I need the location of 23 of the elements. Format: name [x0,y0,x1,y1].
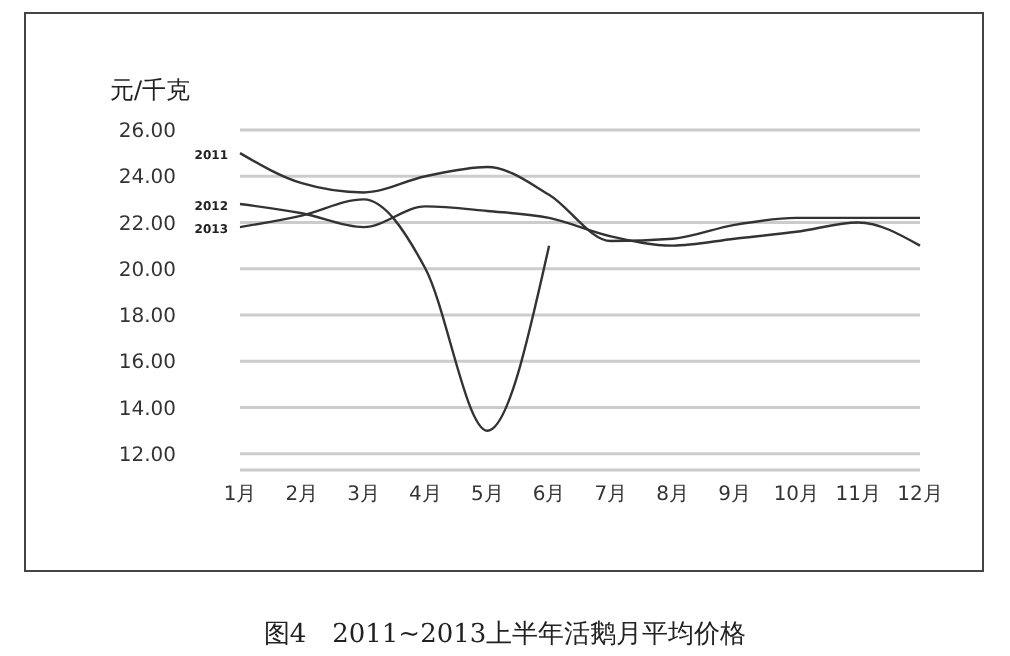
y-tick-label: 24.00 [118,167,176,190]
y-tick-label: 12.00 [118,444,176,467]
x-tick-label: 3月 [347,484,381,507]
x-tick-label: 10月 [773,484,820,507]
y-tick-label: 16.00 [118,352,176,375]
text: 图4 2011~2013上半年活鹅月平均价格 [261,618,749,652]
y-tick-label: 22.00 [118,213,176,236]
x-tick-label: 12月 [897,484,943,507]
x-tick-label: 4月 [409,484,442,507]
y-tick-label: 26.00 [118,121,176,144]
x-tick-label: 5月 [470,484,504,507]
x-tick-label: 7月 [594,484,628,507]
x-tick-label: 8月 [656,484,690,507]
y-tick-label: 20.00 [118,259,176,282]
y-tick-label: 18.00 [118,306,176,329]
line-series [238,151,922,243]
x-tick-label: 1月 [223,484,257,507]
y-tick-label: 14.00 [118,398,176,421]
x-tick-label: 6月 [532,484,566,507]
x-tick-label: 11月 [835,484,881,507]
x-tick-label: 2月 [285,484,319,507]
y-axis-title: 元/千克 [110,74,191,108]
x-tick-label: 9月 [718,484,751,507]
